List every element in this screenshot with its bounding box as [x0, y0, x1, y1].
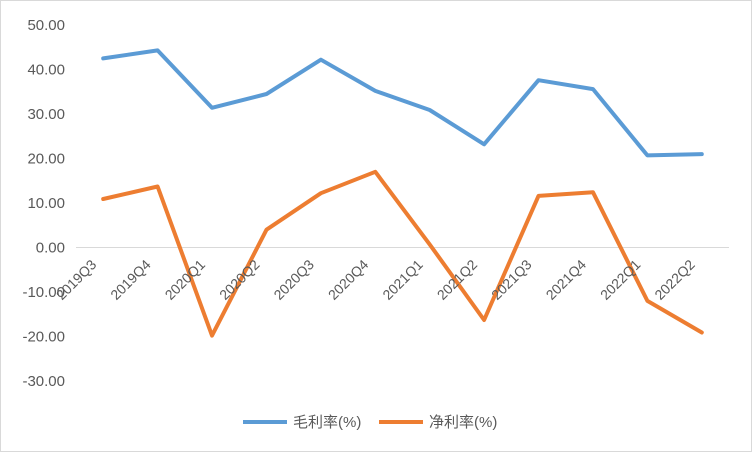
y-tick-label: -10.00 — [22, 284, 65, 301]
series-layer — [101, 48, 704, 338]
y-tick-label: -20.00 — [22, 329, 65, 346]
y-tick-label: 30.00 — [27, 106, 65, 123]
x-tick-labels: 2019Q3 2019Q4 2020Q1 2020Q2 2020Q3 2020Q4 2021… — [53, 256, 698, 303]
legend-label-2: 净利率(%) — [429, 414, 497, 431]
y-tick-label: 50.00 — [27, 17, 65, 34]
series-line-2 — [101, 169, 704, 338]
legend: 毛利率(%) 净利率(%) — [243, 414, 497, 431]
series-line-1 — [101, 48, 704, 158]
y-tick-label: 40.00 — [27, 62, 65, 79]
x-tick-label: 2022Q2 — [651, 256, 698, 303]
x-tick-label: 2021Q2 — [434, 256, 481, 303]
x-tick-label: 2021Q1 — [379, 256, 426, 303]
y-tick-labels: 50.00 40.00 30.00 20.00 10.00 0.00 -10.00 -20.0… — [22, 17, 65, 390]
y-tick-label: 20.00 — [27, 151, 65, 168]
y-tick-label: -30.00 — [22, 373, 65, 390]
x-tick-label: 2021Q3 — [488, 256, 535, 303]
y-tick-label: 10.00 — [27, 195, 65, 212]
x-tick-label: 2020Q2 — [216, 256, 263, 303]
x-tick-label: 2020Q3 — [270, 256, 317, 303]
y-tick-label: 0.00 — [36, 240, 65, 257]
x-tick-label: 2019Q3 — [53, 256, 100, 303]
legend-label-1: 毛利率(%) — [293, 414, 361, 431]
x-tick-label: 2021Q4 — [543, 256, 590, 303]
x-tick-label: 2020Q4 — [325, 256, 372, 303]
x-tick-label: 2019Q4 — [107, 256, 154, 303]
